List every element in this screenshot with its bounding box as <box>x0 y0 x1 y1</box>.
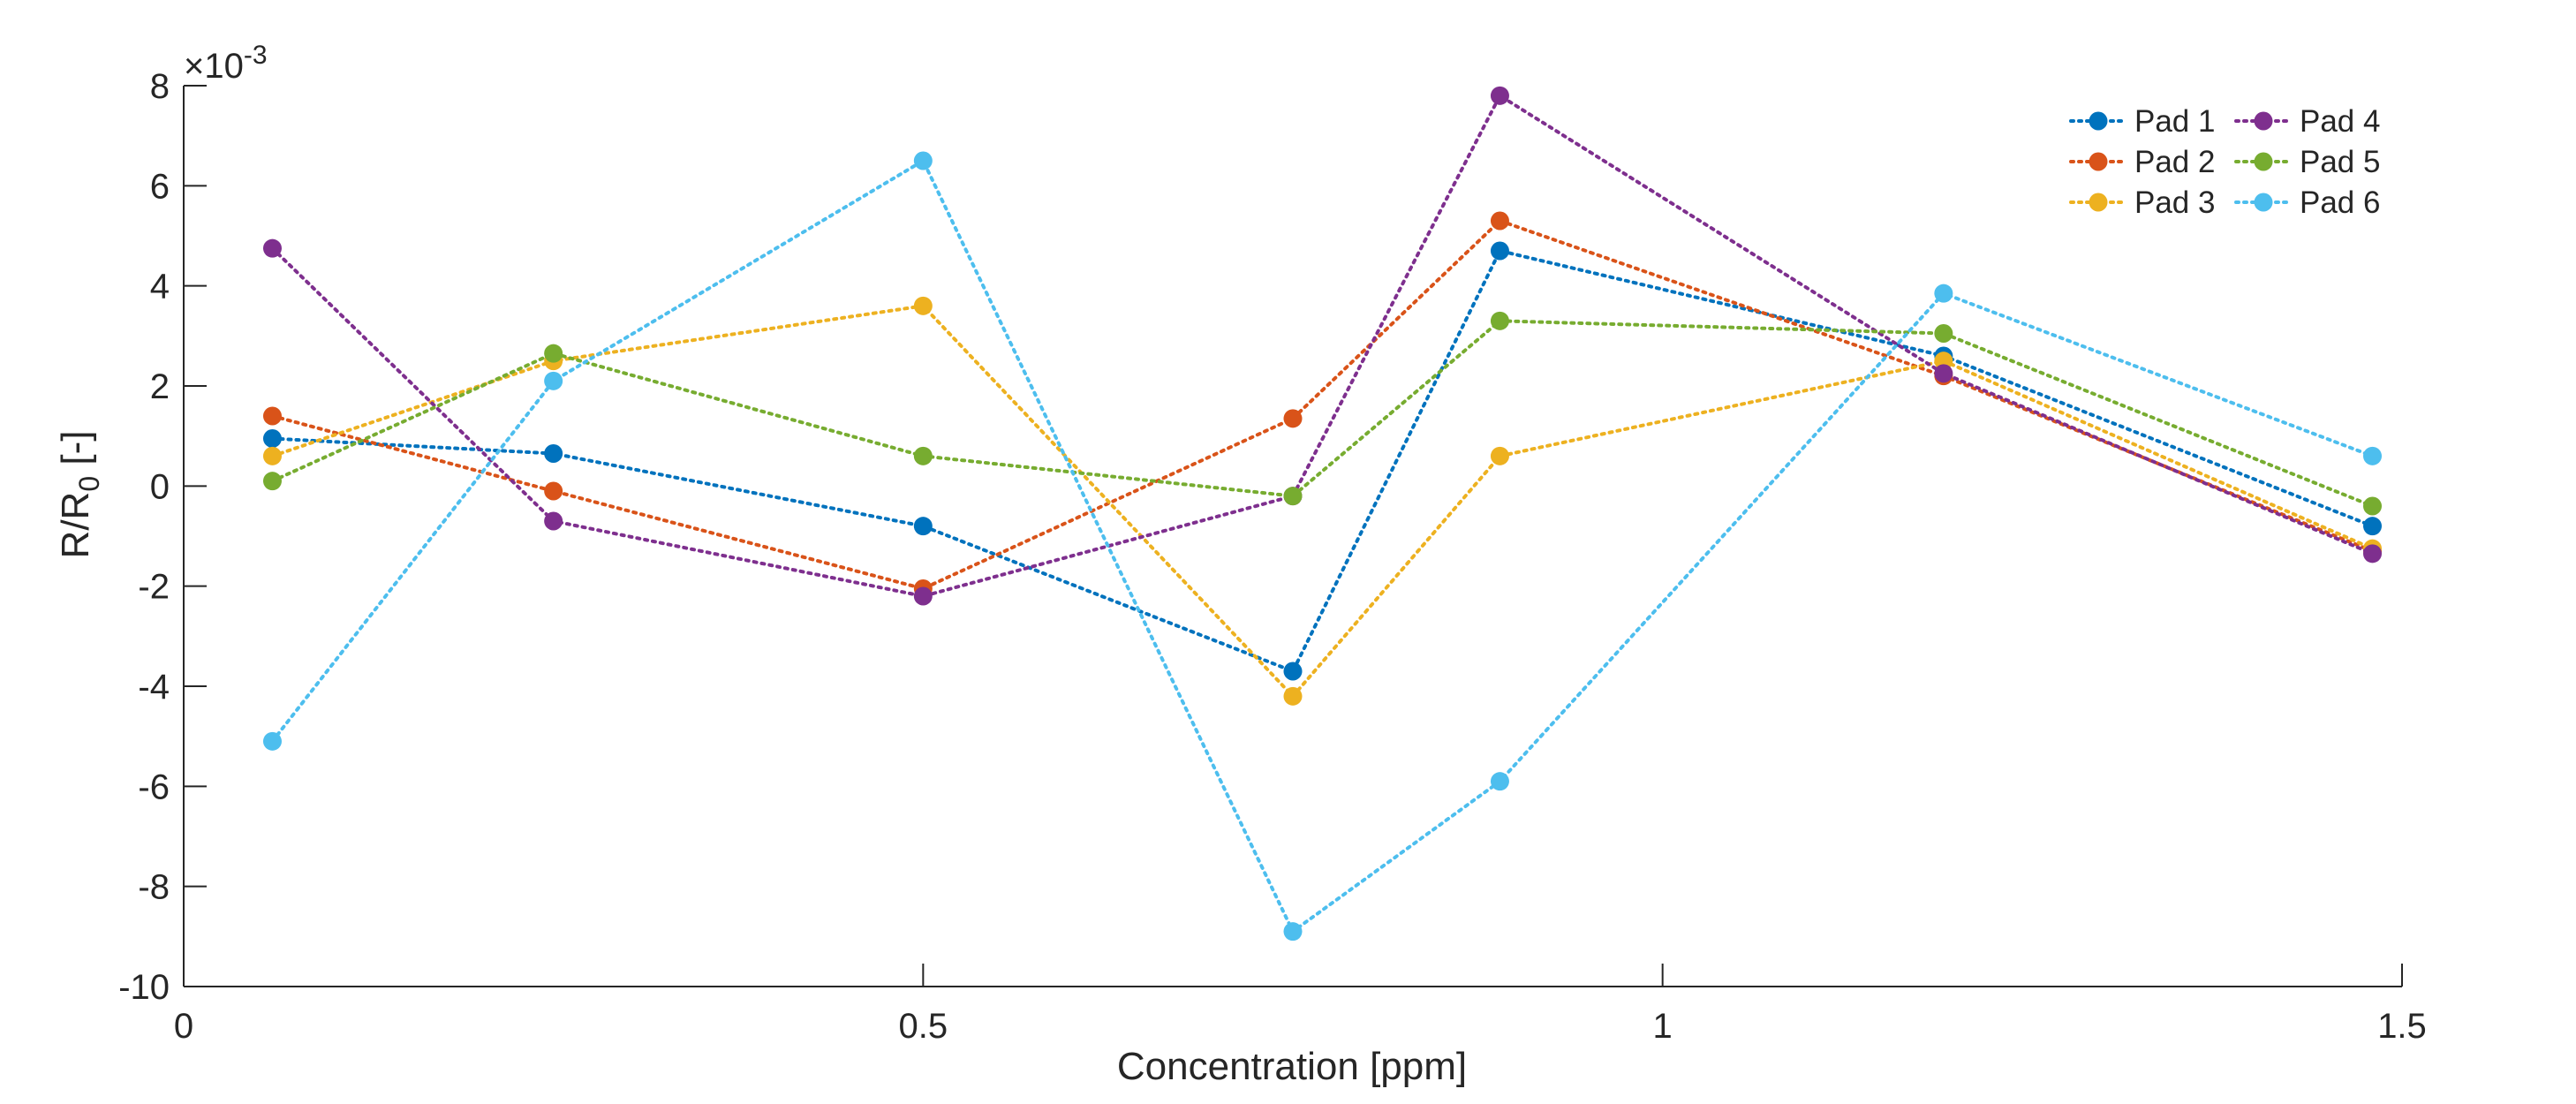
data-point <box>913 586 933 606</box>
y-tick-label: -8 <box>138 868 170 907</box>
y-tick-label: -2 <box>138 568 170 607</box>
data-point <box>262 429 282 448</box>
x-tick-label: 1.5 <box>2377 1007 2427 1046</box>
data-point <box>262 238 282 258</box>
series-line <box>270 218 2375 591</box>
legend-item: Pad 3 <box>2069 185 2215 220</box>
data-point <box>544 481 563 501</box>
y-tick-label: 0 <box>150 467 170 506</box>
data-point <box>544 444 563 463</box>
y-axis-title: R/R0 [-] <box>54 431 105 559</box>
x-axis-ticks: 0 0.5 1 1.5 <box>174 964 2427 1046</box>
data-point <box>262 406 282 426</box>
data-point <box>1490 772 1509 791</box>
y-exponent-base: ×10 <box>184 47 244 86</box>
data-point <box>913 446 933 465</box>
axes-frame <box>183 86 2402 987</box>
y-axis-title-sub: 0 <box>73 476 105 492</box>
legend-label: Pad 1 <box>2134 104 2215 139</box>
series-layer <box>262 86 2383 941</box>
legend-marker <box>2254 193 2273 212</box>
x-tick-label: 1 <box>1653 1007 1673 1046</box>
data-point <box>1934 324 1953 343</box>
series-line <box>270 93 2375 599</box>
data-point <box>1490 241 1509 261</box>
data-point <box>1283 409 1303 428</box>
x-axis-title: Concentration [ppm] <box>1117 1045 1467 1088</box>
y-axis-title-main: R/R <box>54 492 97 559</box>
legend-marker <box>2089 152 2108 171</box>
data-point <box>913 151 933 170</box>
data-point <box>1490 311 1509 330</box>
legend-label: Pad 6 <box>2300 185 2380 220</box>
series-line <box>270 248 2375 674</box>
legend-label: Pad 3 <box>2134 185 2215 220</box>
data-point <box>2363 544 2383 563</box>
data-point <box>262 446 282 465</box>
legend-label: Pad 2 <box>2134 145 2215 179</box>
legend-marker <box>2254 152 2273 171</box>
data-point <box>1283 662 1303 681</box>
data-point <box>262 731 282 751</box>
y-tick-label: 2 <box>150 367 170 406</box>
series-3 <box>262 296 2383 706</box>
legend-marker <box>2254 111 2273 131</box>
legend-item: Pad 2 <box>2069 145 2215 179</box>
data-point <box>1283 922 1303 941</box>
y-axis-title-tail: [-] <box>54 431 97 476</box>
series-line <box>270 319 2375 508</box>
legend-item: Pad 6 <box>2234 185 2380 220</box>
legend-item: Pad 1 <box>2069 104 2215 139</box>
legend-marker <box>2089 193 2108 212</box>
data-point <box>262 472 282 491</box>
y-tick-label: -4 <box>138 668 170 707</box>
y-axis-ticks: -10 -8 -6 -4 -2 0 2 4 6 8 <box>118 67 207 1007</box>
data-point <box>1490 211 1509 231</box>
legend-item: Pad 4 <box>2234 104 2380 139</box>
y-tick-label: -10 <box>118 968 170 1007</box>
series-line <box>270 158 2375 934</box>
data-point <box>1490 86 1509 105</box>
legend-label: Pad 4 <box>2300 104 2380 139</box>
series-5 <box>262 311 2383 516</box>
data-point <box>913 517 933 536</box>
data-point <box>1283 686 1303 706</box>
series-6 <box>262 151 2383 941</box>
x-tick-label: 0.5 <box>899 1007 948 1046</box>
legend: Pad 1 Pad 2 Pad 3 Pad 4 Pad 5 Pad 6 <box>2069 104 2380 220</box>
y-tick-label: 6 <box>150 167 170 206</box>
y-exponent-power: -3 <box>244 41 268 70</box>
data-point <box>544 344 563 363</box>
data-point <box>2363 517 2383 536</box>
series-1 <box>262 241 2383 681</box>
y-tick-label: -6 <box>138 768 170 806</box>
legend-label: Pad 5 <box>2300 145 2380 179</box>
data-point <box>544 371 563 390</box>
data-point <box>913 296 933 315</box>
legend-marker <box>2089 111 2108 131</box>
data-point <box>1934 284 1953 303</box>
y-tick-label: 4 <box>150 268 170 306</box>
y-exponent-label: ×10-3 <box>184 41 268 86</box>
x-tick-label: 0 <box>174 1007 193 1046</box>
data-point <box>2363 446 2383 465</box>
data-point <box>2363 496 2383 516</box>
y-tick-label: 8 <box>150 67 170 106</box>
data-point <box>1490 446 1509 465</box>
legend-item: Pad 5 <box>2234 145 2380 179</box>
data-point <box>1283 487 1303 506</box>
series-4 <box>262 86 2383 606</box>
data-point <box>1934 364 1953 383</box>
data-point <box>544 511 563 531</box>
